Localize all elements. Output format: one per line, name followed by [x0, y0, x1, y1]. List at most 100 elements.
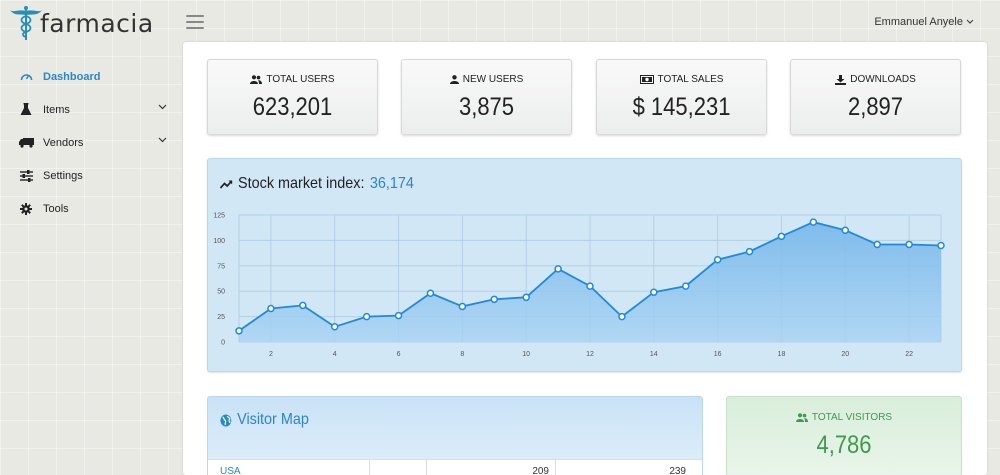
sidebar: Dashboard Items Vendors Settings Tools: [0, 60, 180, 225]
trend-up-icon: [220, 179, 233, 189]
main-content: TOTAL USERS 623,201 NEW USERS 3,875 TOTA…: [183, 42, 987, 475]
chevron-down-icon: [966, 19, 974, 24]
y-tick-label: 50: [217, 289, 225, 296]
total-visitors-card: TOTAL VISITORS 4,786: [726, 396, 962, 475]
chevron-down-icon: [158, 104, 167, 110]
stat-label: TOTAL SALES: [657, 74, 724, 85]
sidebar-item-settings[interactable]: Settings: [0, 159, 180, 192]
users-icon: [250, 75, 263, 84]
y-tick-label: 125: [213, 213, 225, 220]
data-point: [235, 327, 243, 335]
menu-icon-bar: [186, 27, 204, 29]
visitors-label-row: TOTAL VISITORS: [727, 412, 961, 423]
chart-title-label: Stock market index:: [238, 175, 365, 192]
stat-label: DOWNLOADS: [850, 74, 916, 85]
x-tick-label: 4: [333, 351, 337, 358]
visitor-table: USA 209 239: [208, 459, 702, 475]
menu-icon-bar: [186, 15, 204, 17]
visitor-map-panel: Visitor Map USA 209 239: [207, 396, 703, 475]
sidebar-item-label: Dashboard: [43, 70, 101, 83]
sliders-icon: [18, 169, 34, 182]
data-point: [713, 255, 722, 264]
x-tick-label: 2: [269, 351, 273, 358]
x-tick-label: 6: [397, 351, 401, 358]
sidebar-item-items[interactable]: Items: [0, 93, 180, 126]
stat-label-row: DOWNLOADS: [791, 74, 960, 85]
stat-value: 2,897: [847, 93, 904, 121]
visitors-value: 4,786: [816, 431, 872, 459]
data-point: [937, 241, 945, 250]
table-cell: 239: [669, 466, 686, 475]
stat-card-total-sales: TOTAL SALES $ 145,231: [596, 59, 767, 135]
sidebar-item-label: Vendors: [43, 136, 84, 149]
stat-label-row: TOTAL SALES: [597, 74, 766, 85]
user-name: Emmanuel Anyele: [874, 16, 963, 28]
sidebar-item-label: Tools: [43, 202, 69, 215]
y-tick-label: 75: [217, 263, 225, 270]
data-point: [809, 218, 818, 226]
y-tick-label: 25: [217, 314, 225, 321]
user-menu[interactable]: Emmanuel Anyele: [874, 16, 974, 28]
gear-icon: [18, 202, 34, 215]
series-area: [239, 222, 941, 342]
x-tick-label: 12: [586, 351, 594, 358]
stat-card-total-users: TOTAL USERS 623,201: [207, 59, 378, 135]
menu-toggle-button[interactable]: [186, 15, 204, 29]
data-point: [745, 247, 754, 256]
money-icon: [639, 75, 654, 84]
data-point: [426, 289, 435, 297]
stat-card-new-users: NEW USERS 3,875: [401, 59, 572, 135]
data-point: [522, 293, 530, 302]
x-tick-label: 14: [650, 351, 658, 358]
y-tick-label: 0: [221, 340, 225, 347]
visitor-map-title: Visitor Map: [220, 411, 309, 429]
x-tick-label: 8: [460, 351, 464, 358]
truck-icon: [18, 137, 34, 148]
data-point: [490, 295, 499, 304]
visitors-label: TOTAL VISITORS: [811, 412, 893, 423]
users-icon: [795, 413, 808, 422]
data-point: [650, 288, 658, 296]
x-tick-label: 16: [714, 351, 722, 358]
x-tick-label: 18: [778, 351, 786, 358]
data-point: [873, 240, 881, 249]
y-tick-label: 100: [213, 238, 225, 245]
table-cell: 209: [427, 460, 556, 475]
stat-label-row: TOTAL USERS: [208, 74, 377, 85]
sidebar-item-dashboard[interactable]: Dashboard: [0, 60, 180, 93]
data-point: [681, 282, 690, 290]
menu-icon-bar: [186, 21, 204, 23]
stat-value: 623,201: [252, 93, 333, 121]
data-point: [777, 232, 786, 241]
visitor-map-title-label: Visitor Map: [237, 411, 309, 428]
data-point: [905, 240, 913, 249]
table-cell: [370, 460, 427, 475]
x-tick-label: 20: [841, 351, 849, 358]
chevron-down-icon: [158, 137, 167, 143]
x-tick-label: 22: [905, 351, 913, 358]
data-point: [267, 304, 275, 313]
sidebar-item-vendors[interactable]: Vendors: [0, 126, 180, 159]
chart-title: Stock market index: 36,174: [220, 175, 414, 193]
data-point: [586, 282, 594, 290]
flask-icon: [18, 103, 34, 116]
country-link[interactable]: USA: [208, 460, 370, 475]
sidebar-item-label: Items: [43, 103, 70, 116]
data-point: [299, 301, 307, 310]
logo-text: farmacia: [40, 8, 154, 38]
stat-card-downloads: DOWNLOADS 2,897: [790, 59, 961, 135]
data-point: [554, 265, 562, 273]
user-icon: [449, 75, 459, 84]
data-point: [618, 312, 626, 321]
stock-chart-panel: 0 25 50 75 100 125 2 4 6 8 10 12 14 16 18 20 22 Stock ma…: [207, 158, 962, 372]
stat-label-row: NEW USERS: [402, 74, 571, 85]
sidebar-item-tools[interactable]: Tools: [0, 192, 180, 225]
x-tick-label: 10: [522, 351, 530, 358]
data-point: [458, 302, 467, 311]
globe-icon: [220, 414, 232, 426]
logo[interactable]: farmacia: [10, 4, 154, 42]
stat-value: $ 145,231: [632, 93, 731, 121]
gauge-icon: [18, 71, 34, 82]
table-row: USA 209 239: [208, 459, 702, 475]
stat-value: 3,875: [458, 93, 515, 121]
